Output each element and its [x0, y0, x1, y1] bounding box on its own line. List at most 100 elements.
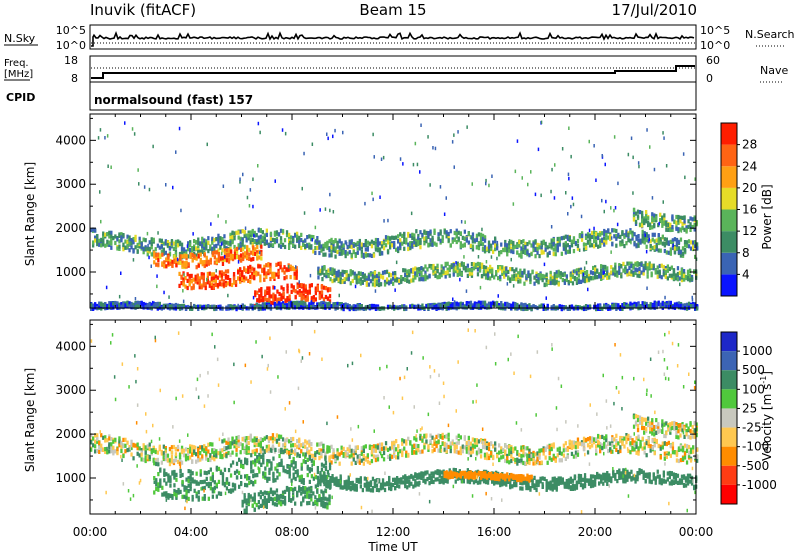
heatmap-cell — [149, 443, 151, 447]
heatmap-cell — [567, 243, 569, 247]
heatmap-cell — [167, 255, 169, 259]
heatmap-cell — [618, 271, 620, 275]
heatmap-cell — [167, 261, 169, 265]
heatmap-cell — [207, 236, 209, 240]
heatmap-cell — [219, 282, 221, 286]
heatmap-cell — [94, 449, 96, 453]
heatmap-cell — [171, 305, 173, 309]
heatmap-cell — [231, 441, 233, 445]
heatmap-cell — [671, 216, 673, 220]
heatmap-cell — [431, 236, 433, 240]
heatmap-cell — [352, 279, 354, 283]
heatmap-cell — [687, 225, 689, 229]
heatmap-cell — [682, 252, 684, 256]
heatmap-cell — [275, 273, 277, 277]
heatmap-cell — [243, 266, 245, 270]
heatmap-cell — [260, 449, 262, 453]
heatmap-cell — [522, 176, 524, 180]
heatmap-cell — [630, 241, 632, 245]
heatmap-cell — [478, 241, 480, 245]
heatmap-cell — [349, 454, 351, 458]
heatmap-cell — [555, 252, 557, 256]
heatmap-cell — [195, 246, 197, 250]
heatmap-cell — [460, 241, 462, 245]
heatmap-cell — [488, 245, 490, 249]
heatmap-cell — [307, 296, 309, 300]
heatmap-cell — [339, 252, 341, 256]
heatmap-cell — [542, 274, 544, 278]
heatmap-cell — [304, 445, 306, 449]
heatmap-cell — [575, 241, 577, 245]
heatmap-cell — [159, 447, 161, 451]
heatmap-cell — [383, 451, 385, 455]
heatmap-cell — [522, 303, 524, 307]
heatmap-cell — [405, 307, 407, 311]
heatmap-cell — [667, 228, 669, 232]
heatmap-cell — [294, 276, 296, 280]
heatmap-cell — [253, 276, 255, 280]
heatmap-cell — [284, 299, 286, 303]
heatmap-cell — [681, 216, 683, 220]
heatmap-cell — [104, 244, 106, 248]
heatmap-cell — [353, 449, 355, 453]
heatmap-cell — [169, 247, 171, 251]
heatmap-cell — [122, 454, 124, 458]
heatmap-cell — [280, 240, 282, 244]
heatmap-cell — [613, 228, 615, 232]
heatmap-cell — [615, 244, 617, 248]
heatmap-cell — [291, 284, 293, 288]
heatmap-cell — [667, 276, 669, 280]
heatmap-cell — [204, 264, 206, 268]
heatmap-cell — [679, 216, 681, 220]
heatmap-cell — [530, 252, 532, 256]
heatmap-cell — [413, 436, 415, 440]
heatmap-cell — [461, 261, 463, 265]
heatmap-cell — [675, 276, 677, 280]
heatmap-cell — [106, 286, 108, 290]
heatmap-cell — [464, 243, 466, 247]
heatmap-cell — [284, 305, 286, 309]
heatmap-cell — [524, 303, 526, 307]
heatmap-cell — [250, 230, 252, 234]
heatmap-cell — [203, 444, 205, 448]
heatmap-cell — [470, 301, 472, 305]
heatmap-cell — [216, 250, 218, 254]
heatmap-cell — [603, 271, 605, 275]
heatmap-cell — [483, 265, 485, 269]
heatmap-cell — [193, 449, 195, 453]
heatmap-cell — [220, 256, 222, 260]
heatmap-cell — [471, 262, 473, 266]
heatmap-cell — [514, 302, 516, 306]
heatmap-cell — [183, 273, 185, 277]
heatmap-cell — [227, 275, 229, 279]
heatmap-cell — [381, 244, 383, 248]
heatmap-cell — [177, 239, 179, 243]
heatmap-cell — [177, 305, 179, 309]
heatmap-cell — [240, 230, 242, 234]
heatmap-cell — [430, 266, 432, 270]
heatmap-cell — [416, 273, 418, 277]
heatmap-cell — [628, 266, 630, 270]
heatmap-cell — [643, 268, 645, 272]
heatmap-cell — [133, 258, 135, 262]
heatmap-cell — [404, 273, 406, 277]
heatmap-cell — [593, 230, 595, 234]
heatmap-cell — [318, 303, 320, 307]
heatmap-cell — [201, 237, 203, 241]
heatmap-cell — [394, 278, 396, 282]
heatmap-cell — [503, 267, 505, 271]
heatmap-cell — [334, 246, 336, 250]
heatmap-cell — [359, 461, 361, 465]
heatmap-cell — [399, 305, 401, 309]
heatmap-cell — [383, 219, 385, 223]
heatmap-cell — [669, 223, 671, 227]
heatmap-cell — [545, 242, 547, 246]
heatmap-cell — [321, 284, 323, 288]
heatmap-cell — [393, 445, 395, 449]
heatmap-cell — [315, 226, 317, 230]
heatmap-cell — [320, 249, 322, 253]
heatmap-cell — [404, 278, 406, 282]
heatmap-cell — [280, 285, 282, 289]
heatmap-cell — [586, 261, 588, 265]
heatmap-cell — [478, 439, 480, 443]
